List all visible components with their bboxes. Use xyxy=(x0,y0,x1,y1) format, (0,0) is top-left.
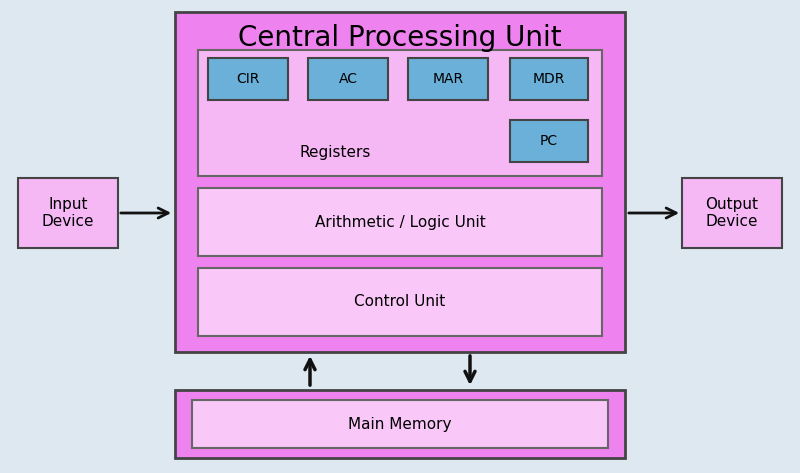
Text: Arithmetic / Logic Unit: Arithmetic / Logic Unit xyxy=(314,214,486,229)
Bar xyxy=(208,58,288,100)
Text: Control Unit: Control Unit xyxy=(354,295,446,309)
Bar xyxy=(510,58,588,100)
Bar xyxy=(175,390,625,458)
Bar xyxy=(682,178,782,248)
Bar xyxy=(308,58,388,100)
Text: CIR: CIR xyxy=(236,72,260,86)
Text: Output
Device: Output Device xyxy=(706,197,758,229)
Bar xyxy=(198,188,602,256)
Bar xyxy=(510,120,588,162)
Text: MDR: MDR xyxy=(533,72,565,86)
Bar xyxy=(18,178,118,248)
Bar xyxy=(408,58,488,100)
Bar xyxy=(192,400,608,448)
Text: MAR: MAR xyxy=(433,72,463,86)
Text: Registers: Registers xyxy=(299,144,370,159)
Bar xyxy=(198,50,602,176)
Bar xyxy=(198,268,602,336)
Text: PC: PC xyxy=(540,134,558,148)
Text: AC: AC xyxy=(338,72,358,86)
Text: Main Memory: Main Memory xyxy=(348,417,452,431)
Text: Input
Device: Input Device xyxy=(42,197,94,229)
Bar xyxy=(175,12,625,352)
Text: Central Processing Unit: Central Processing Unit xyxy=(238,24,562,52)
